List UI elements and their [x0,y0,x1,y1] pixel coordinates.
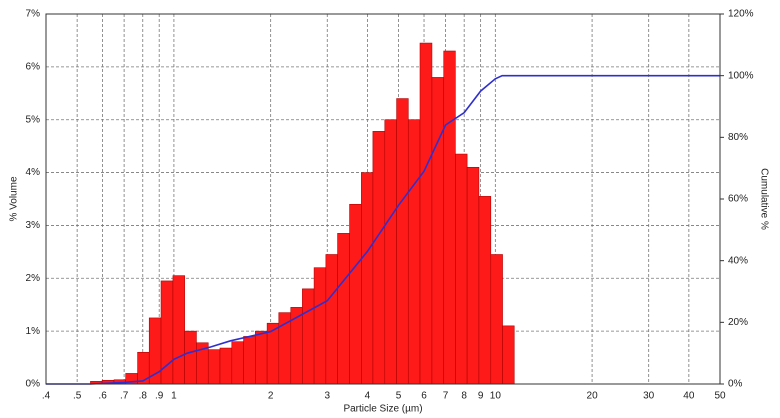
y2-tick-label: 20% [728,317,748,328]
bar [431,77,445,385]
bar [302,288,315,385]
y2-tick-label: 0% [728,379,743,390]
x-tick-label: 40 [683,391,695,402]
bar [443,50,456,385]
x-tick-label: 50 [714,391,726,402]
y-tick-label: 4% [26,167,41,178]
bar [478,196,492,385]
x-tick-label: 7 [443,391,449,402]
x-tick-label: .8 [139,391,148,402]
x-tick-label: .5 [73,391,82,402]
bar [255,330,268,385]
bar [455,153,468,385]
x-tick-label: 4 [365,391,371,402]
x-tick-label: 2 [268,391,274,402]
bar [396,98,409,385]
y-tick-label: 2% [26,273,41,284]
y2-tick-label: 120% [728,9,754,20]
y-tick-label: 5% [26,114,41,125]
y-tick-label: 0% [26,379,41,390]
bar [407,119,421,385]
y2-tick-label: 100% [728,70,754,81]
x-axis-title: Particle Size (µm) [343,404,422,415]
bar [466,166,480,385]
y2-tick-label: 40% [728,255,748,266]
x-tick-label: 8 [461,391,467,402]
x-tick-label: .4 [42,391,51,402]
bar [372,131,386,385]
y2-axis-title: Cumulative % [758,168,769,230]
x-tick-label: 10 [490,391,502,402]
x-tick-label: 1 [171,391,177,402]
bar [231,341,244,385]
y2-tick-label: 80% [728,132,748,143]
bar [349,203,362,385]
x-tick-label: 9 [478,391,484,402]
bar [243,336,256,385]
bar [172,275,185,385]
bar [184,330,197,385]
bar [337,233,350,385]
y-tick-label: 7% [26,9,41,20]
bar [502,325,515,385]
x-tick-label: .7 [120,391,129,402]
bar [419,42,433,385]
bar [361,172,374,385]
x-tick-label: .6 [98,391,107,402]
bar [325,254,338,385]
y-axis-title: % Volume [9,176,20,221]
y-tick-label: 3% [26,220,41,231]
x-tick-label: 3 [324,391,330,402]
y2-tick-label: 60% [728,194,748,205]
x-tick-label: 30 [643,391,655,402]
cumulative-line [46,74,720,385]
x-tick-label: .9 [155,391,164,402]
y-tick-label: 1% [26,326,41,337]
bar [384,119,397,385]
x-tick-label: 20 [587,391,599,402]
plot-frame [45,13,721,385]
bar [137,351,150,385]
x-tick-label: 5 [396,391,402,402]
bar [207,349,221,385]
x-tick-label: 6 [421,391,427,402]
bar [219,347,233,385]
bar [313,267,327,385]
y-tick-label: 6% [26,61,41,72]
bar [490,254,503,385]
